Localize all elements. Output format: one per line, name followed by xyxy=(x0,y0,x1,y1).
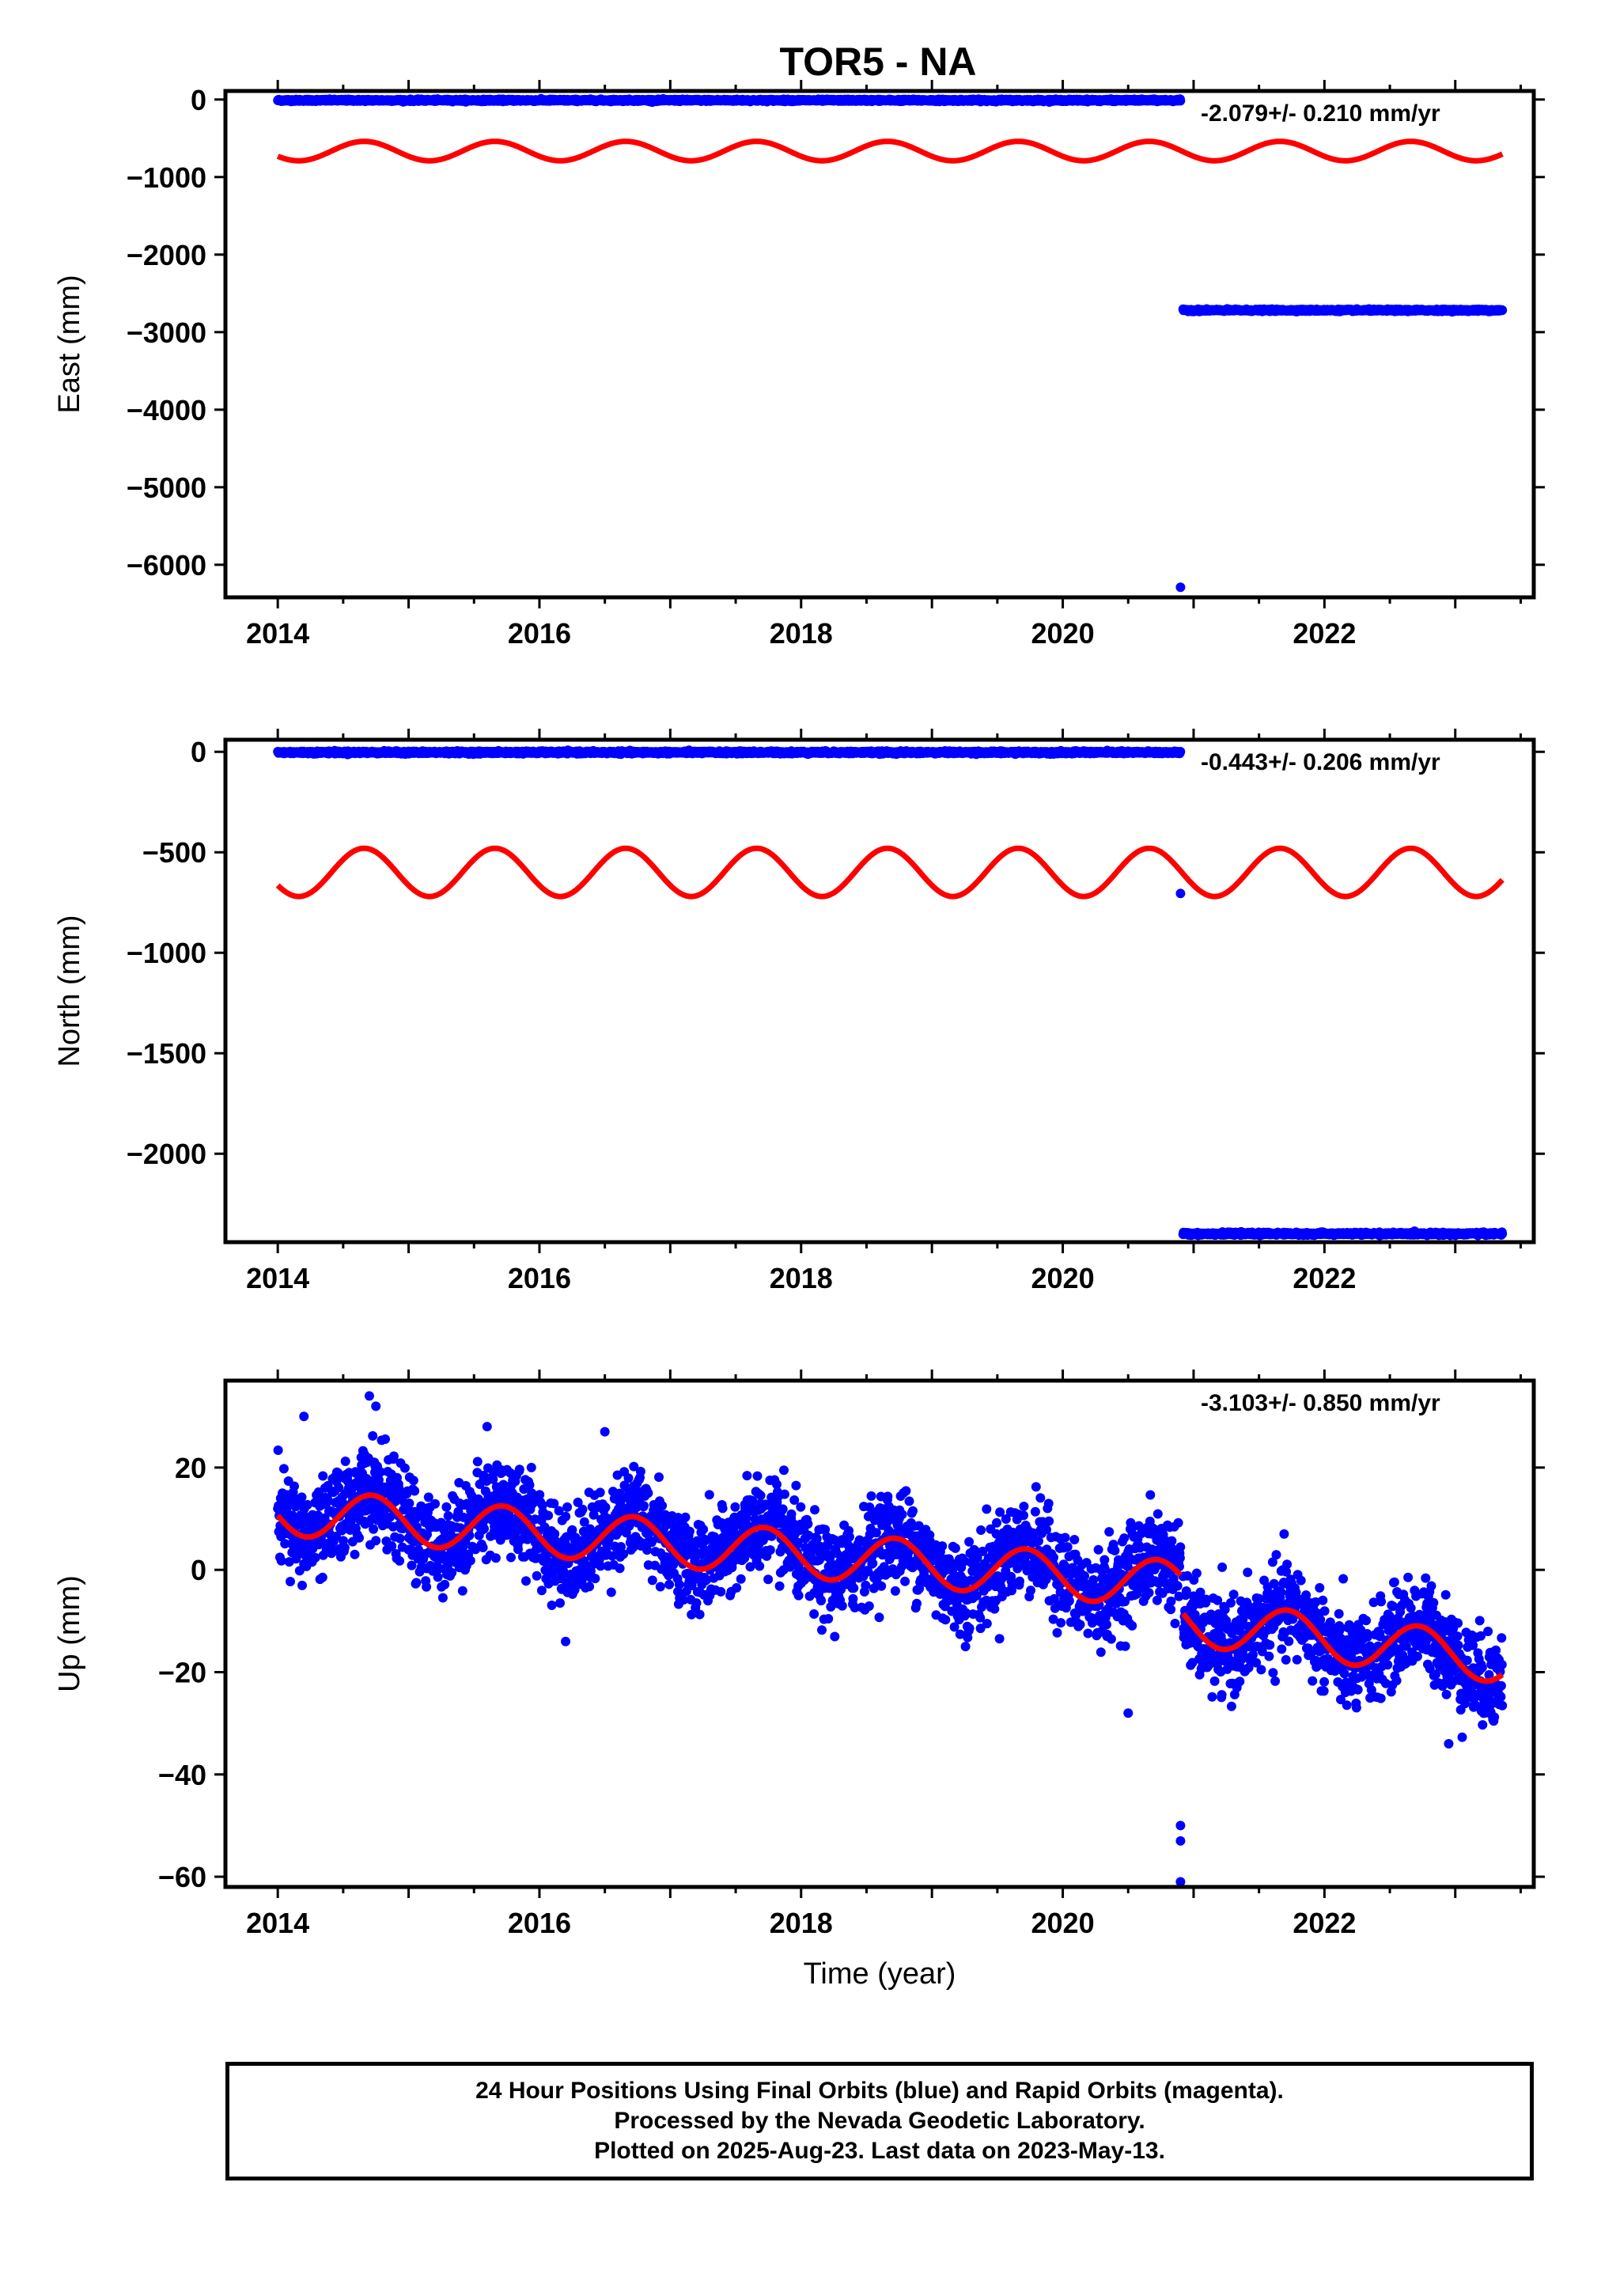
east-y-tick-label: −3000 xyxy=(127,316,206,349)
east-y-tick-label: −5000 xyxy=(127,472,206,504)
chart-title: TOR5 - NA xyxy=(779,40,976,84)
east-model-curve xyxy=(276,138,1504,164)
east-y-tick-label: 0 xyxy=(191,84,206,116)
east-rate-label: -2.079+/- 0.210 mm/yr xyxy=(1201,100,1440,127)
east-plot-area xyxy=(273,93,1508,593)
east-data-point xyxy=(1175,96,1186,106)
east-x-tick-label: 2020 xyxy=(1031,617,1095,650)
east-y-tick-label: −4000 xyxy=(127,394,206,426)
east-panel: 2014 2016 2018 2020 2022 0 −1000 −2000 −3000 −400… xyxy=(53,80,1545,650)
east-x-tick-label: 2022 xyxy=(1293,617,1356,650)
east-y-tick-label: −1000 xyxy=(127,161,206,194)
east-y-tick-label: −6000 xyxy=(127,549,206,582)
east-data-point xyxy=(1497,305,1508,316)
east-x-tick-label: 2014 xyxy=(246,617,309,650)
east-frame xyxy=(223,89,1536,600)
east-x-tick-label: 2018 xyxy=(770,617,833,650)
east-y-axis-title: East (mm) xyxy=(53,275,86,413)
north-data-points xyxy=(273,745,1508,1241)
north-plot-area xyxy=(273,745,1508,1241)
east-outlier-point xyxy=(1175,582,1186,593)
east-data-points xyxy=(273,93,1508,593)
east-x-tick-label: 2016 xyxy=(508,617,571,650)
north-panel: 2014 2016 2018 2020 20220−500−1000−1500−2000… xyxy=(53,729,1545,1294)
east-y-tick-label: −2000 xyxy=(127,239,206,271)
